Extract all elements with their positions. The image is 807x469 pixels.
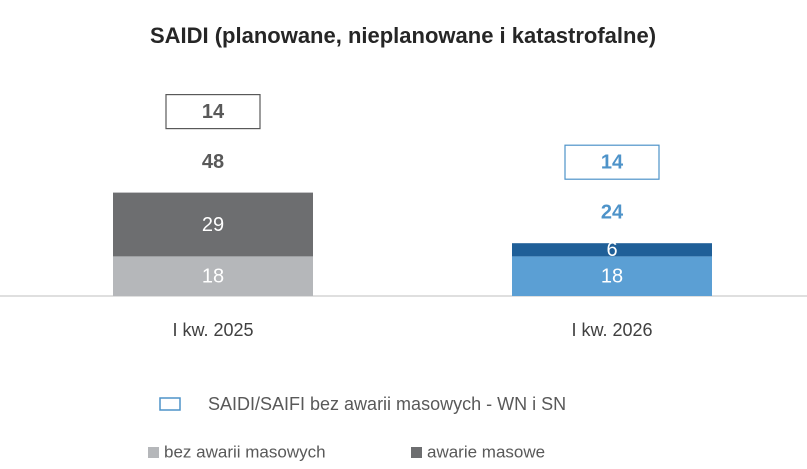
x-tick-label: I kw. 2025 bbox=[172, 320, 253, 340]
segment-label: 18 bbox=[202, 265, 224, 287]
segment-label: 18 bbox=[601, 265, 623, 287]
bar-segment bbox=[113, 256, 313, 296]
segment-label: 29 bbox=[202, 214, 224, 236]
boxed-frame bbox=[564, 144, 660, 180]
total-label: 48 bbox=[202, 151, 224, 173]
total-label: 24 bbox=[601, 201, 624, 223]
legend-label: bez awarii masowych bbox=[164, 442, 326, 461]
legend-label: awarie masowe bbox=[427, 442, 545, 461]
segment-label: 6 bbox=[606, 239, 617, 261]
bar-segment bbox=[512, 256, 712, 296]
legend-swatch bbox=[411, 447, 422, 458]
legend-swatch bbox=[148, 447, 159, 458]
boxed-frame bbox=[165, 93, 261, 130]
boxed-label: 14 bbox=[202, 101, 225, 123]
x-tick-label: I kw. 2026 bbox=[571, 320, 652, 340]
bar-segment bbox=[512, 243, 712, 257]
chart-title: SAIDI (planowane, nieplanowane i katastr… bbox=[150, 23, 656, 48]
legend-label: SAIDI/SAIFI bez awarii masowych - WN i S… bbox=[208, 394, 566, 414]
boxed-label: 14 bbox=[601, 151, 624, 173]
legend-box-icon bbox=[159, 397, 181, 411]
bar-segment bbox=[113, 192, 313, 257]
